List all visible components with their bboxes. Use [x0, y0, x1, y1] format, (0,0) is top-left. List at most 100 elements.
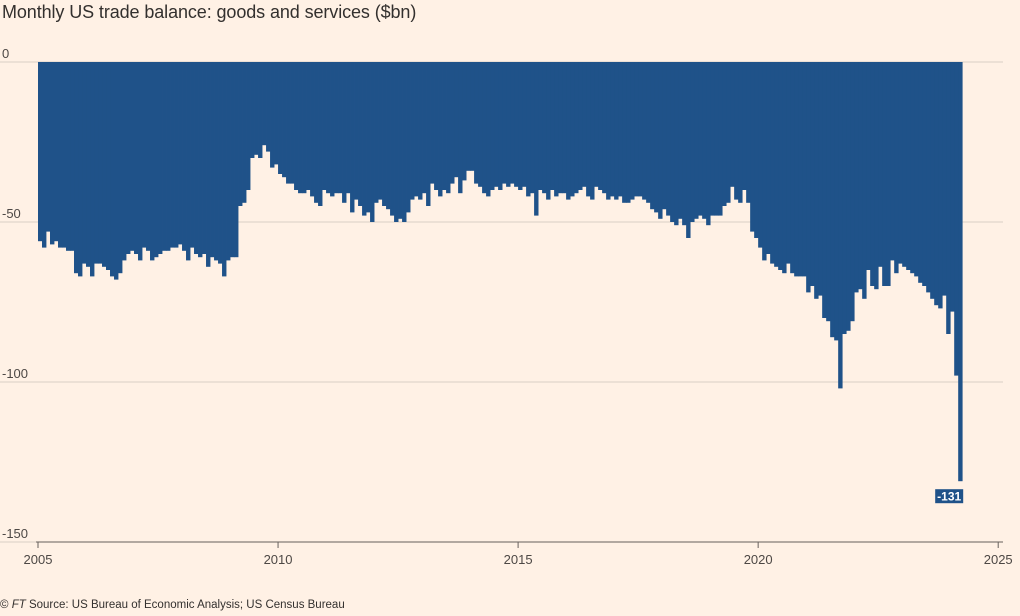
bar: [362, 62, 367, 216]
bar: [318, 62, 323, 206]
bar: [78, 62, 83, 277]
bar: [882, 62, 887, 286]
bar: [514, 62, 519, 187]
bar: [782, 62, 787, 274]
bar: [278, 62, 283, 174]
bar: [306, 62, 311, 190]
bar: [842, 62, 847, 334]
bar: [230, 62, 235, 258]
y-tick-label: -100: [2, 366, 28, 381]
bar: [762, 62, 767, 261]
bar: [430, 62, 435, 184]
annotation-label: -131: [937, 490, 961, 504]
bar: [534, 62, 539, 216]
bar: [582, 62, 587, 187]
bar: [834, 62, 839, 341]
bar: [402, 62, 407, 222]
bar: [614, 62, 619, 200]
bar: [634, 62, 639, 197]
bar: [702, 62, 707, 219]
bar: [886, 62, 891, 286]
bar: [958, 62, 963, 482]
bar: [538, 62, 543, 190]
bar: [174, 62, 179, 248]
bar: [678, 62, 683, 219]
bar: [434, 62, 439, 190]
bar: [106, 62, 111, 270]
ft-brand: FT: [11, 599, 26, 611]
bar: [446, 62, 451, 194]
bar: [570, 62, 575, 197]
bar: [322, 62, 327, 190]
bar: [486, 62, 491, 197]
bar: [374, 62, 379, 203]
bar: [414, 62, 419, 197]
bar: [722, 62, 727, 206]
bar: [250, 62, 255, 158]
bar: [906, 62, 911, 270]
bar: [586, 62, 591, 197]
bar: [658, 62, 663, 219]
y-tick-label: -150: [2, 526, 28, 541]
bar: [566, 62, 571, 200]
bar: [42, 62, 47, 248]
bar: [650, 62, 655, 210]
bar: [786, 62, 791, 264]
bar: [118, 62, 123, 274]
bar: [474, 62, 479, 184]
bar: [98, 62, 103, 264]
bar: [638, 62, 643, 197]
x-tick-label: 2005: [24, 552, 53, 567]
bar: [826, 62, 831, 322]
bar: [902, 62, 907, 267]
x-tick-label: 2020: [744, 552, 773, 567]
bar: [682, 62, 687, 226]
bar: [298, 62, 303, 194]
bar: [686, 62, 691, 238]
bar: [642, 62, 647, 200]
bar: [210, 62, 215, 258]
bar: [946, 62, 951, 334]
bar: [194, 62, 199, 254]
bar: [326, 62, 331, 194]
bar: [698, 62, 703, 216]
bar: [646, 62, 651, 203]
bar: [482, 62, 487, 194]
bar: [490, 62, 495, 190]
bar: [290, 62, 295, 184]
bar: [242, 62, 247, 203]
bar: [758, 62, 763, 248]
bar: [50, 62, 55, 245]
bar: [458, 62, 463, 194]
bar: [774, 62, 779, 267]
bar: [214, 62, 219, 261]
bar: [918, 62, 923, 283]
bar: [370, 62, 375, 222]
bar: [754, 62, 759, 238]
bar: [274, 62, 279, 165]
bar: [346, 62, 351, 194]
bar: [354, 62, 359, 200]
bar: [294, 62, 299, 190]
bar: [222, 62, 227, 277]
bar: [610, 62, 615, 197]
bar: [138, 62, 143, 261]
bar: [890, 62, 895, 261]
bar: [262, 62, 267, 146]
bar: [858, 62, 863, 290]
bar: [258, 62, 263, 158]
bar: [310, 62, 315, 197]
y-tick-label: 0: [2, 46, 9, 61]
source-footer: © FT Source: US Bureau of Economic Analy…: [0, 599, 345, 611]
bar: [578, 62, 583, 190]
bar: [150, 62, 155, 261]
bar: [270, 62, 275, 168]
bar: [190, 62, 195, 248]
bar: [450, 62, 455, 184]
bar: [594, 62, 599, 187]
bar: [914, 62, 919, 277]
bar: [302, 62, 307, 194]
bar: [706, 62, 711, 226]
bar: [810, 62, 815, 286]
bar: [850, 62, 855, 322]
